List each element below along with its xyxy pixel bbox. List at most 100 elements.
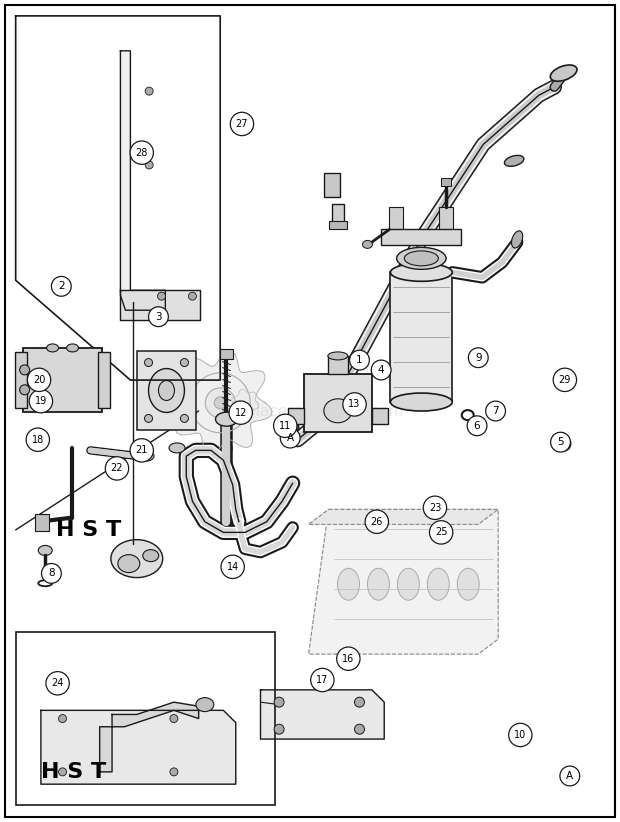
Circle shape <box>130 141 153 164</box>
Circle shape <box>170 714 178 723</box>
Circle shape <box>365 510 389 533</box>
Circle shape <box>42 564 61 584</box>
Bar <box>15 352 27 408</box>
Text: 10: 10 <box>514 730 526 740</box>
Text: 24: 24 <box>51 678 64 688</box>
Polygon shape <box>232 390 259 417</box>
Text: 19: 19 <box>35 396 47 406</box>
Text: 18: 18 <box>32 435 44 445</box>
Text: 26: 26 <box>371 517 383 527</box>
Text: 29: 29 <box>559 375 571 385</box>
Circle shape <box>467 416 487 436</box>
Circle shape <box>423 496 446 520</box>
Text: 9: 9 <box>475 353 482 363</box>
Text: 16: 16 <box>342 653 355 663</box>
Text: 5: 5 <box>557 437 564 447</box>
Bar <box>304 374 372 432</box>
Ellipse shape <box>215 397 226 409</box>
Bar <box>23 348 102 412</box>
Circle shape <box>221 555 244 579</box>
Ellipse shape <box>149 368 184 413</box>
Circle shape <box>58 714 66 723</box>
Text: 8: 8 <box>48 568 55 579</box>
Text: 25: 25 <box>435 528 448 538</box>
Circle shape <box>468 348 488 367</box>
Text: 7: 7 <box>492 406 499 416</box>
Text: H S T: H S T <box>41 762 106 782</box>
Circle shape <box>273 414 297 437</box>
Ellipse shape <box>143 550 159 561</box>
Ellipse shape <box>404 251 438 266</box>
Text: A: A <box>286 433 294 443</box>
Text: 21: 21 <box>136 446 148 455</box>
Circle shape <box>430 520 453 544</box>
Text: 14: 14 <box>226 561 239 572</box>
Ellipse shape <box>216 412 237 426</box>
Circle shape <box>58 768 66 776</box>
Bar <box>381 229 461 246</box>
Bar <box>329 221 347 229</box>
Circle shape <box>337 647 360 671</box>
Circle shape <box>105 457 129 480</box>
Circle shape <box>144 414 153 423</box>
Bar <box>35 514 49 532</box>
Text: 3: 3 <box>155 312 162 321</box>
Circle shape <box>311 668 334 691</box>
Polygon shape <box>120 51 166 310</box>
Circle shape <box>29 390 53 413</box>
Ellipse shape <box>196 698 214 712</box>
Ellipse shape <box>205 388 235 418</box>
Bar <box>440 207 453 238</box>
Ellipse shape <box>328 352 348 360</box>
Bar <box>328 356 348 374</box>
Circle shape <box>551 432 570 452</box>
Text: A: A <box>566 771 574 781</box>
Circle shape <box>145 87 153 95</box>
Circle shape <box>130 439 153 462</box>
Polygon shape <box>309 510 498 524</box>
Ellipse shape <box>324 399 352 423</box>
Circle shape <box>230 113 254 136</box>
Bar <box>372 408 388 424</box>
Text: 23: 23 <box>429 503 441 513</box>
Ellipse shape <box>38 546 52 556</box>
Ellipse shape <box>458 568 479 600</box>
Circle shape <box>560 766 580 786</box>
Polygon shape <box>309 510 498 654</box>
Circle shape <box>26 428 50 451</box>
Ellipse shape <box>397 568 419 600</box>
Text: 13: 13 <box>348 399 361 409</box>
Circle shape <box>46 672 69 695</box>
Ellipse shape <box>138 451 154 461</box>
Ellipse shape <box>46 344 58 352</box>
Ellipse shape <box>111 540 162 578</box>
Ellipse shape <box>169 443 185 453</box>
Ellipse shape <box>368 568 389 600</box>
Ellipse shape <box>66 344 79 352</box>
Text: 11: 11 <box>279 421 291 431</box>
Circle shape <box>485 401 505 421</box>
Circle shape <box>274 724 284 734</box>
Text: 27: 27 <box>236 119 248 129</box>
Circle shape <box>180 414 188 423</box>
Circle shape <box>280 428 300 448</box>
Bar <box>441 178 451 186</box>
Circle shape <box>157 292 166 300</box>
Circle shape <box>508 723 532 746</box>
Circle shape <box>149 307 169 326</box>
Ellipse shape <box>118 555 140 573</box>
Polygon shape <box>100 702 198 772</box>
Circle shape <box>51 276 71 296</box>
Ellipse shape <box>20 385 30 395</box>
Ellipse shape <box>363 240 373 248</box>
Text: 17: 17 <box>316 675 329 685</box>
Text: 4: 4 <box>378 365 384 375</box>
Circle shape <box>355 697 365 707</box>
Text: 2: 2 <box>58 281 64 291</box>
Circle shape <box>343 393 366 416</box>
Ellipse shape <box>391 263 452 281</box>
Circle shape <box>371 360 391 380</box>
Circle shape <box>144 358 153 367</box>
Circle shape <box>188 292 197 300</box>
Circle shape <box>27 368 51 391</box>
